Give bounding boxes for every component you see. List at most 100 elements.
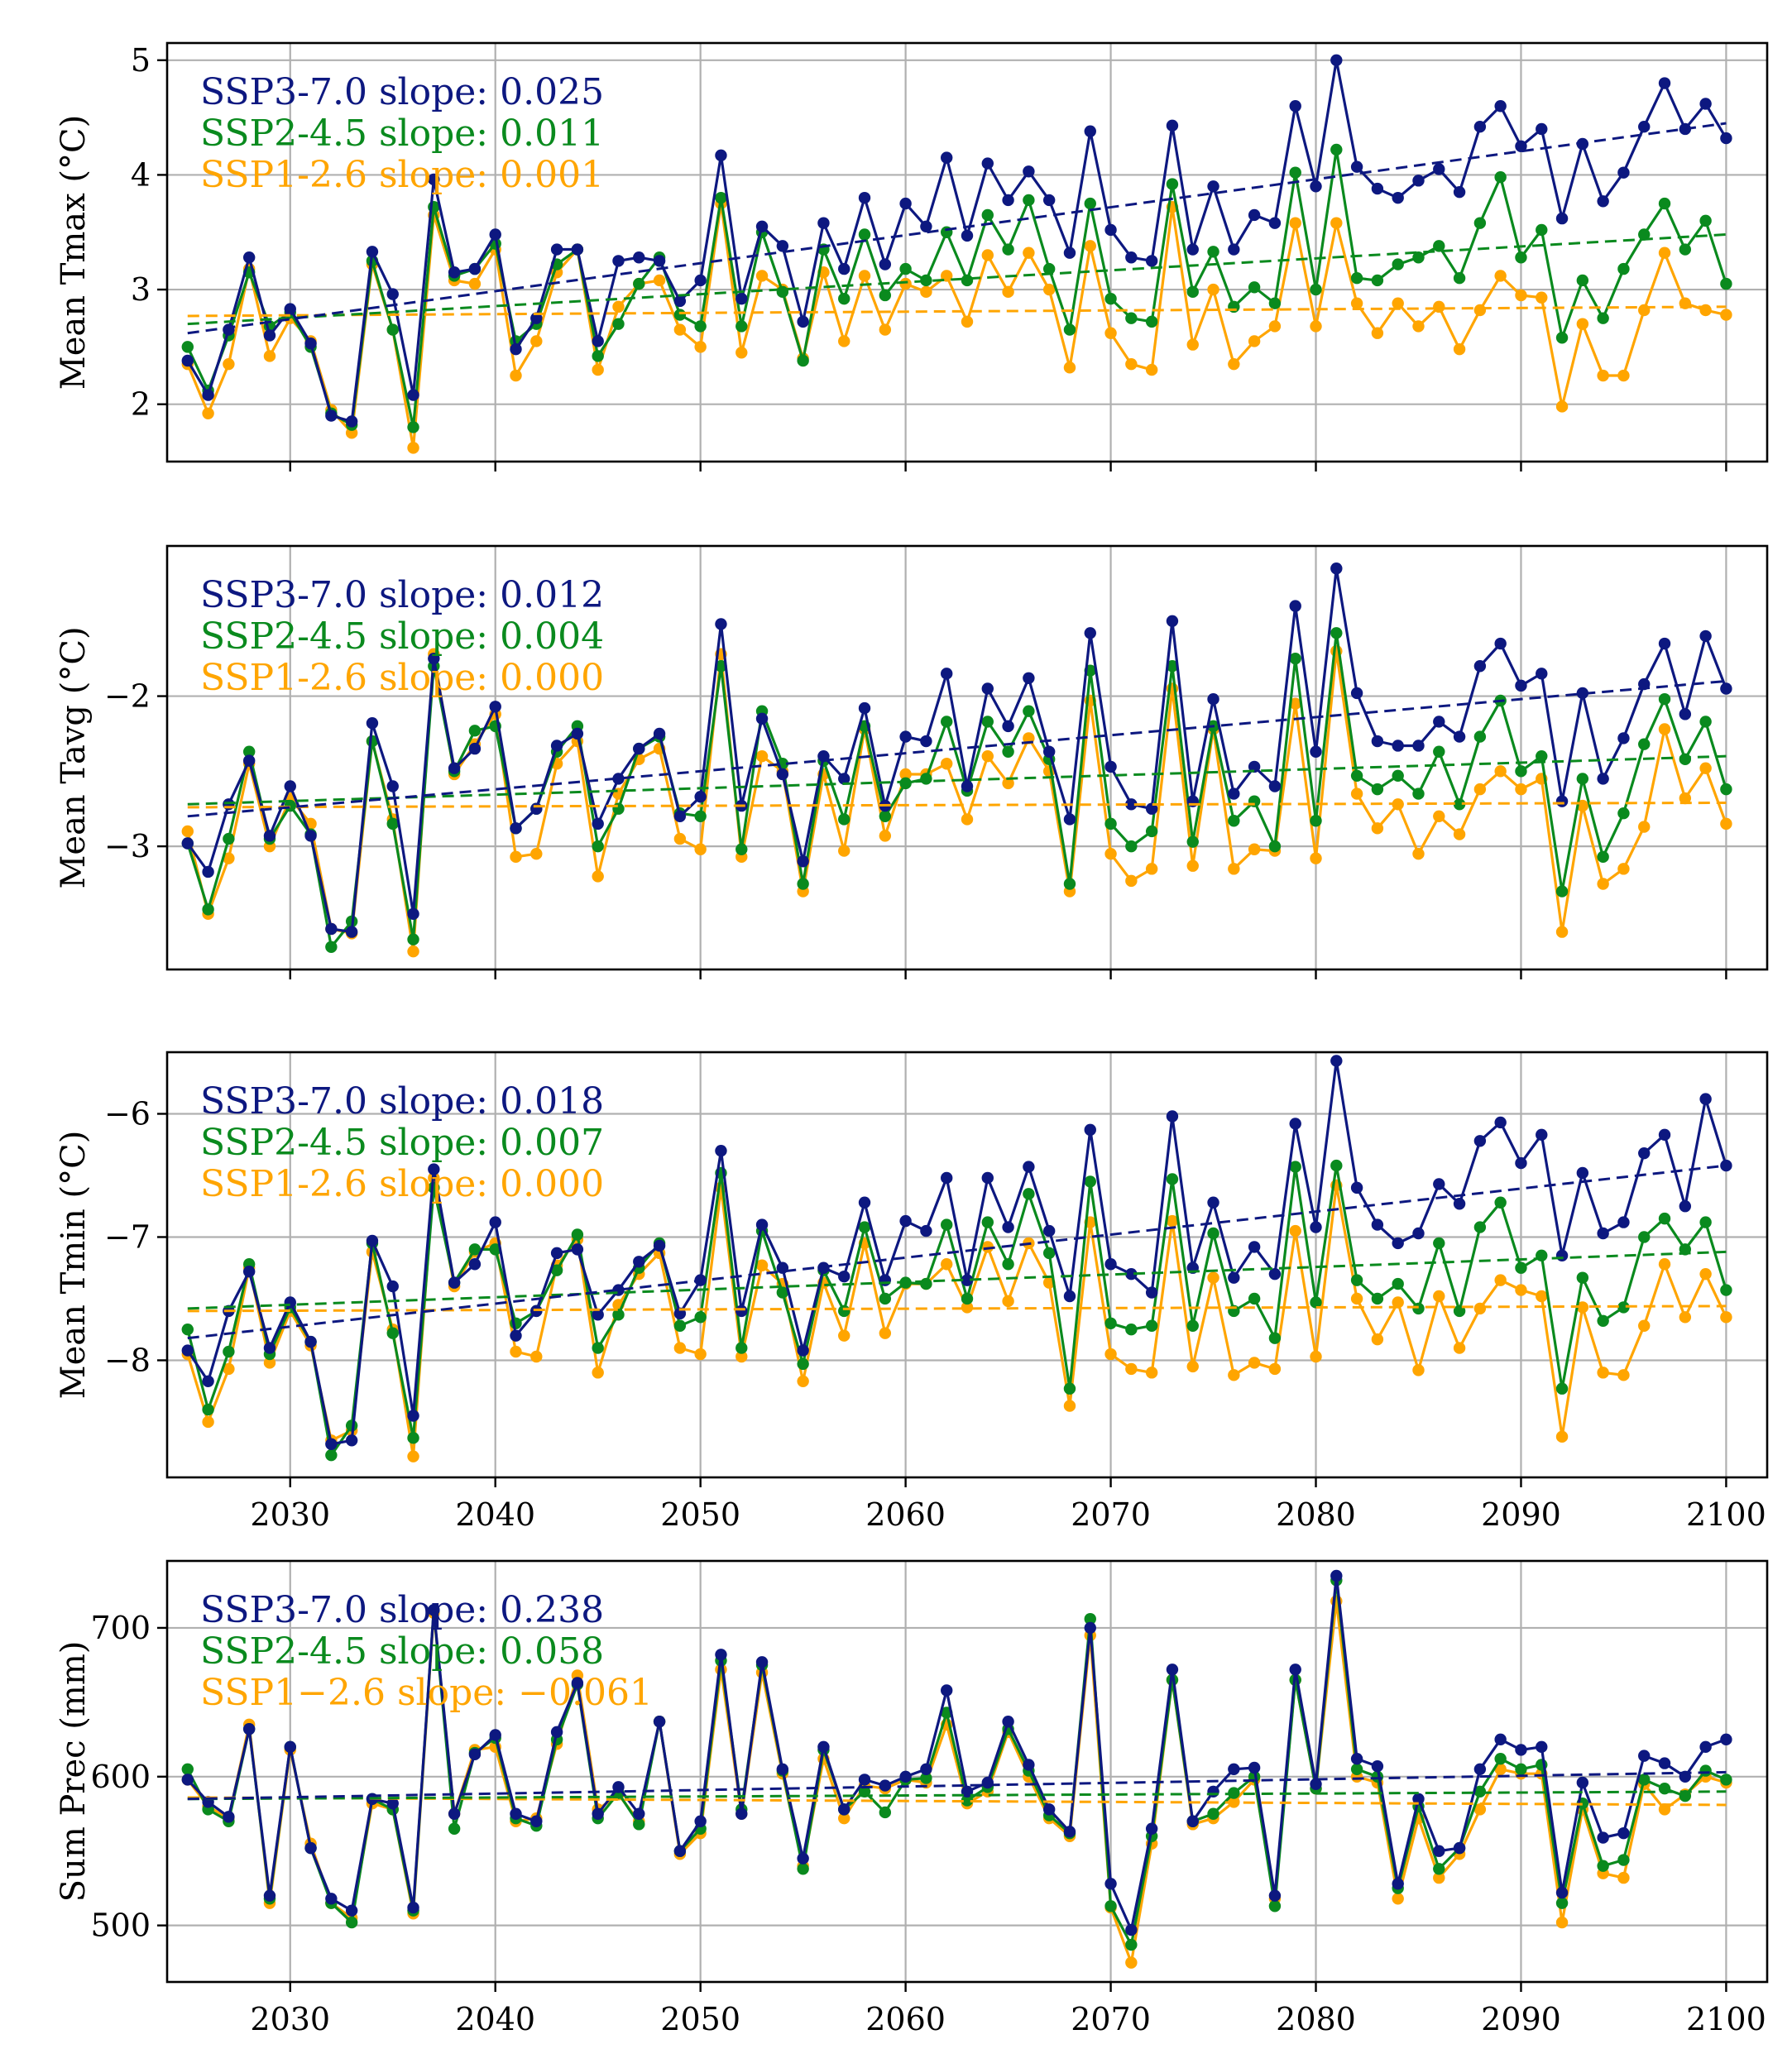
- data-point: [1433, 1871, 1445, 1884]
- data-point: [981, 1171, 994, 1185]
- data-point: [1207, 692, 1219, 706]
- data-point: [1412, 320, 1425, 333]
- data-point: [838, 1329, 850, 1342]
- data-point: [1392, 1277, 1404, 1290]
- trend-line-SSP3-7.0: [187, 1164, 1727, 1340]
- data-point: [1002, 243, 1014, 256]
- slope-label-SSP2-4.5: SSP2-4.5 slope: 0.007: [200, 1122, 604, 1164]
- data-point: [181, 837, 194, 850]
- x-tick-label: 2040: [455, 2001, 535, 2037]
- data-point: [981, 157, 994, 170]
- data-point: [1412, 1793, 1425, 1805]
- data-point: [1042, 1803, 1056, 1816]
- data-point: [510, 1807, 522, 1820]
- data-point: [468, 277, 482, 290]
- data-point: [1330, 217, 1343, 229]
- data-point: [1494, 637, 1507, 650]
- data-point: [530, 802, 543, 815]
- data-point: [304, 1841, 317, 1855]
- data-point: [386, 1327, 399, 1339]
- data-point: [386, 323, 399, 336]
- data-point: [263, 329, 276, 342]
- x-tick-label: 2080: [1276, 2001, 1356, 2037]
- data-point: [961, 1794, 974, 1807]
- data-point: [1515, 1156, 1527, 1170]
- data-point: [592, 817, 604, 831]
- data-point: [1576, 1301, 1589, 1314]
- data-point: [1515, 1763, 1527, 1776]
- data-point: [961, 780, 974, 792]
- data-point: [1473, 1135, 1487, 1147]
- data-point: [1576, 687, 1589, 700]
- data-point: [1371, 327, 1384, 339]
- data-point: [1453, 186, 1466, 199]
- data-point: [1679, 243, 1692, 256]
- data-point: [735, 1304, 748, 1318]
- data-point: [1002, 745, 1014, 758]
- axes-frame: [165, 1559, 1769, 1984]
- data-point: [797, 855, 809, 868]
- data-point: [1350, 160, 1363, 173]
- trend-line-SSP2-4.5: [187, 754, 1727, 806]
- data-point: [1679, 1789, 1692, 1802]
- data-point: [1617, 1826, 1630, 1840]
- data-point: [941, 758, 953, 770]
- data-point: [1555, 926, 1569, 938]
- data-point: [1699, 629, 1712, 643]
- data-point: [1330, 1159, 1343, 1172]
- data-point: [879, 1779, 892, 1792]
- data-point: [1638, 1750, 1651, 1762]
- data-point: [1453, 1342, 1466, 1354]
- data-point: [735, 320, 748, 333]
- data-point: [1063, 813, 1076, 826]
- data-point: [1576, 318, 1589, 330]
- data-point: [1289, 1224, 1301, 1237]
- data-point: [858, 1774, 871, 1786]
- data-point: [838, 292, 850, 305]
- data-point: [407, 945, 419, 958]
- data-point: [407, 442, 419, 454]
- data-point: [592, 870, 604, 883]
- data-point: [673, 309, 687, 321]
- data-point: [510, 1329, 522, 1342]
- data-point: [1473, 1302, 1487, 1315]
- data-point: [776, 1763, 789, 1776]
- data-point: [1638, 228, 1651, 241]
- x-tick-label: 2060: [865, 2001, 946, 2037]
- data-point: [1597, 1314, 1609, 1327]
- data-point: [1310, 283, 1322, 296]
- data-point: [879, 1292, 892, 1305]
- data-point: [1555, 400, 1569, 413]
- data-point: [673, 1342, 687, 1354]
- data-point: [1392, 258, 1404, 270]
- data-point: [1494, 1116, 1507, 1129]
- trend-line-SSP1-2.6: [187, 801, 1727, 809]
- data-point: [1104, 327, 1117, 339]
- data-point: [1720, 783, 1732, 796]
- data-point: [1699, 1267, 1712, 1281]
- data-point: [1350, 271, 1363, 285]
- data-point: [1699, 214, 1712, 227]
- x-tick-label: 2030: [250, 2001, 330, 2037]
- data-point: [653, 255, 666, 267]
- data-point: [899, 197, 912, 210]
- data-point: [1228, 1271, 1240, 1284]
- data-point: [1536, 122, 1548, 136]
- data-point: [1699, 98, 1712, 110]
- trend-line-SSP3-7.0: [187, 1770, 1727, 1801]
- data-point: [673, 1319, 687, 1332]
- data-point: [1473, 217, 1487, 229]
- data-point: [1125, 840, 1138, 853]
- data-point: [899, 1214, 912, 1228]
- data-point: [1597, 1831, 1609, 1844]
- data-point: [530, 335, 543, 347]
- data-point: [1248, 760, 1261, 773]
- data-point: [735, 347, 748, 359]
- data-point: [1084, 1175, 1096, 1188]
- data-point: [1371, 822, 1384, 835]
- data-point: [489, 701, 501, 713]
- data-point: [1473, 730, 1487, 743]
- data-point: [776, 240, 789, 252]
- series-line-SSP3-7.0: [186, 567, 1727, 934]
- data-point: [858, 1196, 871, 1209]
